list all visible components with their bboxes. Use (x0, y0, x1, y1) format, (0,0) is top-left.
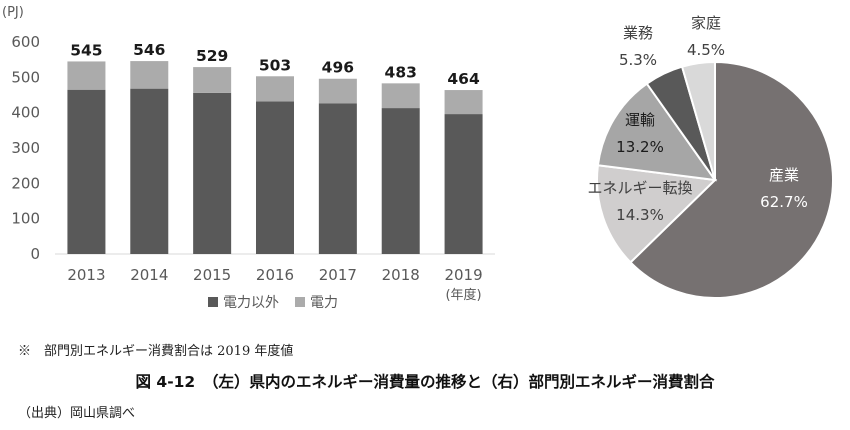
bar-segment-electric (256, 76, 294, 102)
bar-segment-non-electric (381, 108, 420, 254)
x-tick-label: 2017 (319, 266, 357, 284)
legend-swatch-electric (295, 297, 305, 307)
y-tick-label: 300 (11, 139, 40, 157)
bar-segment-electric (318, 78, 357, 104)
footnote: ※ 部門別エネルギー消費割合は 2019 年度値 (18, 344, 294, 359)
y-tick-label: 0 (30, 245, 40, 263)
bar-total-label: 496 (322, 59, 354, 77)
bar-total-label: 464 (447, 70, 480, 88)
bar-total-label: 503 (259, 56, 291, 74)
pie-slice (680, 60, 716, 181)
legend-label: 電力以外 (223, 295, 279, 311)
bar-total-label: 483 (385, 63, 417, 81)
pie-slice (629, 60, 834, 299)
bar-segment-non-electric (318, 103, 357, 254)
pie-slice (596, 82, 718, 182)
bar-segment-non-electric (444, 114, 483, 254)
pie-slice-value: 5.3% (619, 51, 657, 69)
bar-segment-electric (444, 90, 483, 115)
bar-segment-non-electric (130, 88, 169, 254)
bar-segment-non-electric (256, 101, 294, 254)
sector-share-pie-chart: 産業 62.7% エネルギー転換 14.3% 運輸 13.2% 業務 5.3% 家庭 4.5% (587, 14, 834, 299)
bar-total-label: 545 (70, 41, 102, 59)
y-tick-label: 100 (11, 210, 40, 228)
pie-slice-value: 4.5% (687, 41, 725, 59)
y-axis-unit-label: (PJ) (2, 5, 24, 20)
y-tick-label: 200 (11, 174, 40, 192)
bar-segment-electric (130, 61, 169, 89)
bar-segment-non-electric (193, 92, 232, 254)
y-tick-label: 500 (11, 68, 40, 86)
source-note: （出典）岡山県調べ (18, 406, 136, 421)
bar-segment-electric (67, 61, 106, 90)
legend-swatch-non-electric (208, 297, 218, 307)
x-tick-label: 2015 (193, 266, 231, 284)
pie-slice-label: 家庭 (691, 14, 721, 32)
pie-slice-value: 62.7% (760, 193, 808, 211)
y-tick-label: 600 (11, 33, 40, 51)
x-tick-label: 2014 (130, 266, 168, 284)
pie-slice-label: エネルギー転換 (587, 179, 692, 197)
x-tick-label: 2019 (444, 266, 482, 284)
pie-slice-value: 13.2% (616, 138, 664, 156)
x-tick-label: 2018 (382, 266, 420, 284)
pie-slice-label: 産業 (769, 166, 799, 184)
pie-slice-value: 14.3% (616, 206, 664, 224)
pie-slice-label: 業務 (623, 24, 653, 42)
bar-total-label: 546 (133, 41, 165, 59)
legend-label: 電力 (310, 295, 338, 311)
pie-slice-label: 運輸 (625, 111, 655, 129)
pie-slice (596, 164, 718, 264)
energy-consumption-bar-chart: (PJ) 0 100 200 300 400 500 600 545 2013 546 2014 529… (2, 5, 495, 311)
bar-segment-electric (193, 67, 232, 93)
x-tick-label: 2013 (67, 266, 105, 284)
x-axis-unit-label: (年度) (445, 287, 481, 303)
y-tick-label: 400 (11, 104, 40, 122)
bar-total-label: 529 (196, 47, 228, 65)
figure-caption: 図 4-12 （左）県内のエネルギー消費量の推移と（右）部門別エネルギー消費割合 (135, 373, 715, 391)
bar-segment-non-electric (67, 89, 106, 254)
x-tick-label: 2016 (256, 266, 294, 284)
bar-segment-electric (381, 83, 420, 109)
